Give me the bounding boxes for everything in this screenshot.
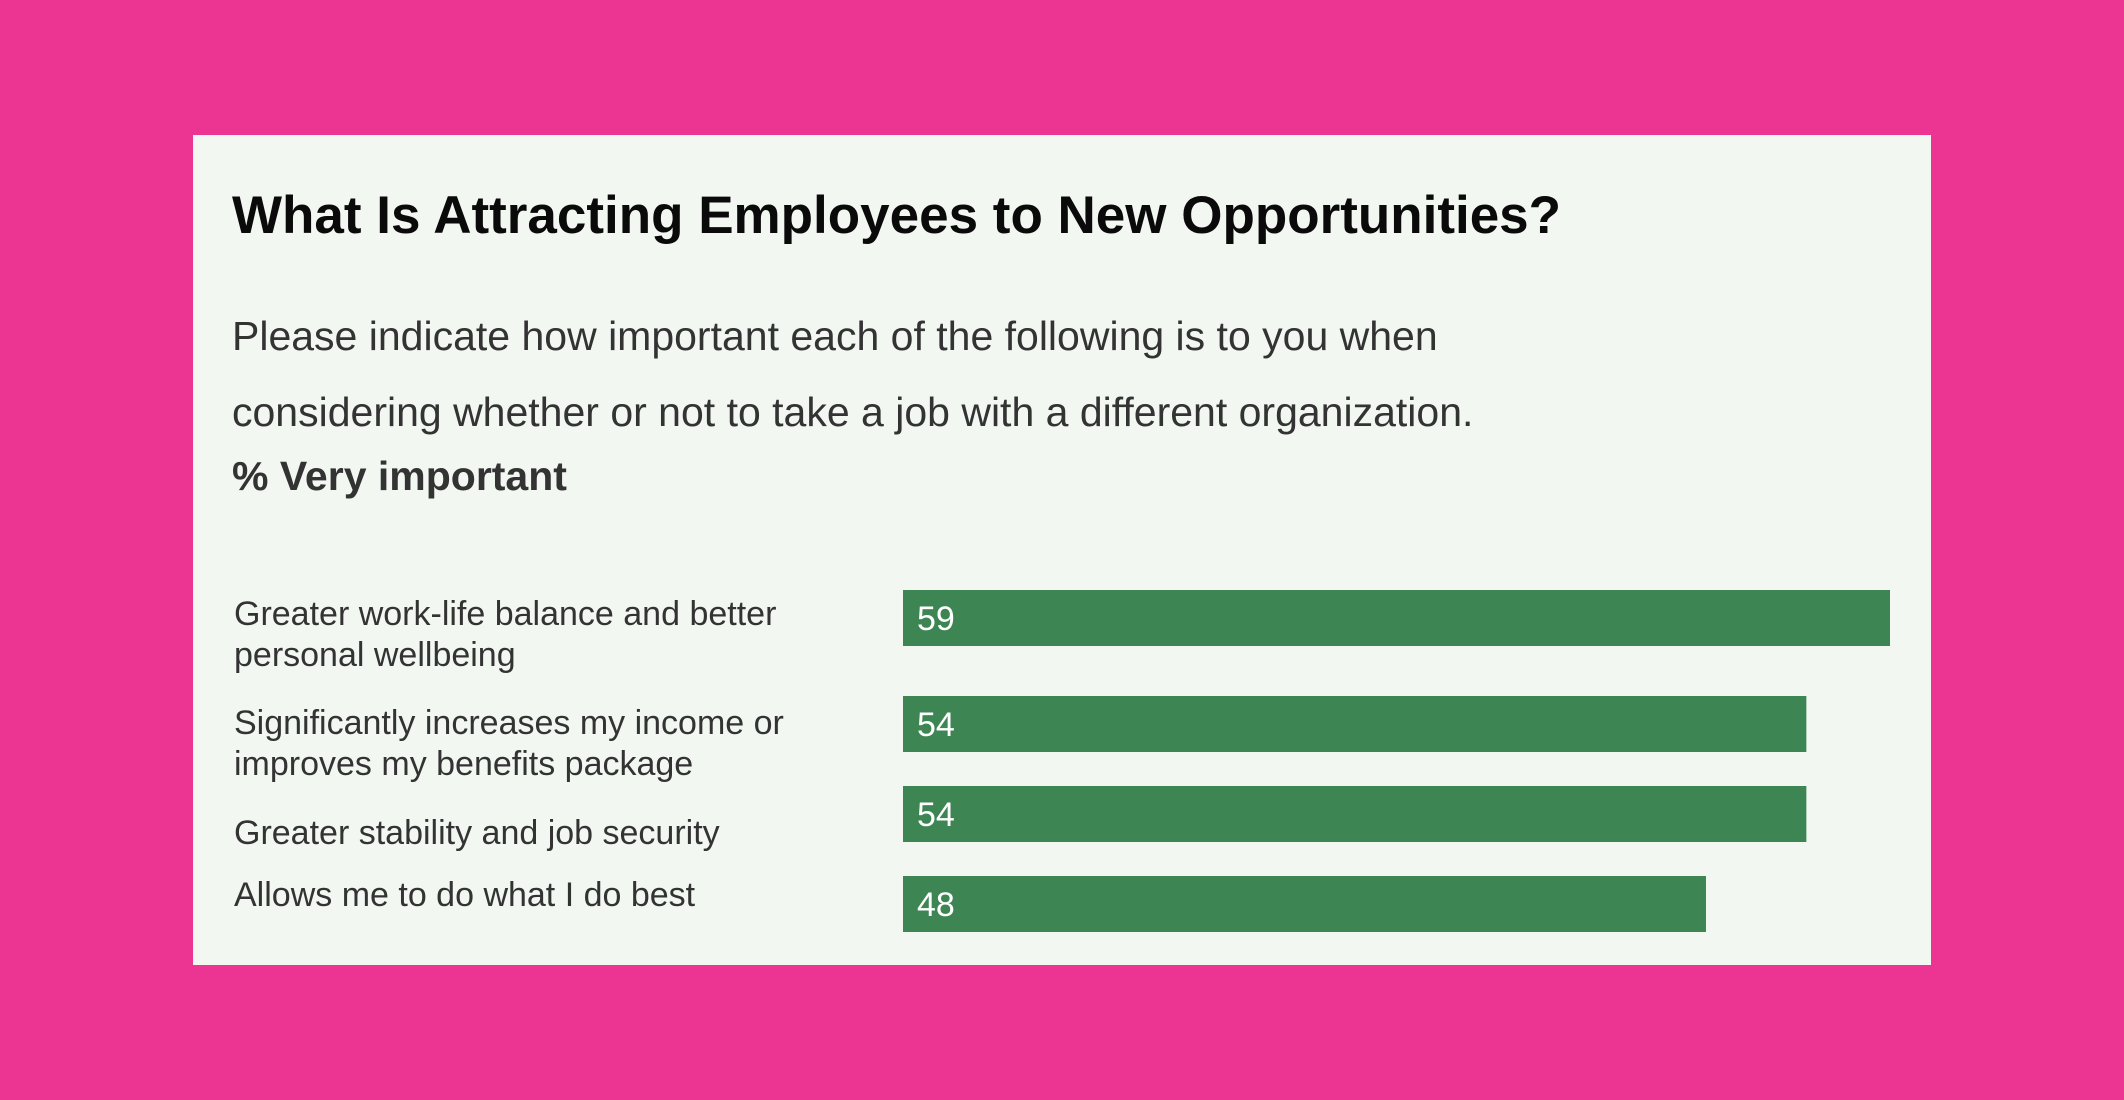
subtitle-line-2: considering whether or not to take a job… [232, 389, 1474, 435]
chart-subtitle: Please indicate how important each of th… [232, 298, 1712, 450]
value-label-1: 59 [917, 600, 955, 638]
measure-label: % Very important [232, 453, 567, 499]
chart-card: What Is Attracting Employees to New Oppo… [193, 135, 1931, 965]
bar-4 [903, 876, 1706, 932]
chart-title: What Is Attracting Employees to New Oppo… [232, 186, 1562, 245]
bar-2 [903, 696, 1807, 752]
bar-3 [903, 786, 1807, 842]
category-label-1-line-2: personal wellbeing [234, 636, 516, 674]
category-label-2-line-1: Significantly increases my income or [234, 704, 784, 742]
value-label-3: 54 [917, 796, 955, 834]
category-label-1-line-1: Greater work-life balance and better [234, 595, 776, 633]
bar-1 [903, 590, 1890, 646]
category-label-4: Allows me to do what I do best [234, 876, 696, 914]
value-label-4: 48 [917, 886, 955, 924]
value-label-2: 54 [917, 706, 955, 744]
category-label-2-line-2: improves my benefits package [234, 745, 693, 783]
subtitle-line-1: Please indicate how important each of th… [232, 313, 1438, 359]
bar-chart: 59 Greater work-life balance and betterpe… [234, 590, 1890, 932]
category-label-3: Greater stability and job security [234, 814, 720, 852]
